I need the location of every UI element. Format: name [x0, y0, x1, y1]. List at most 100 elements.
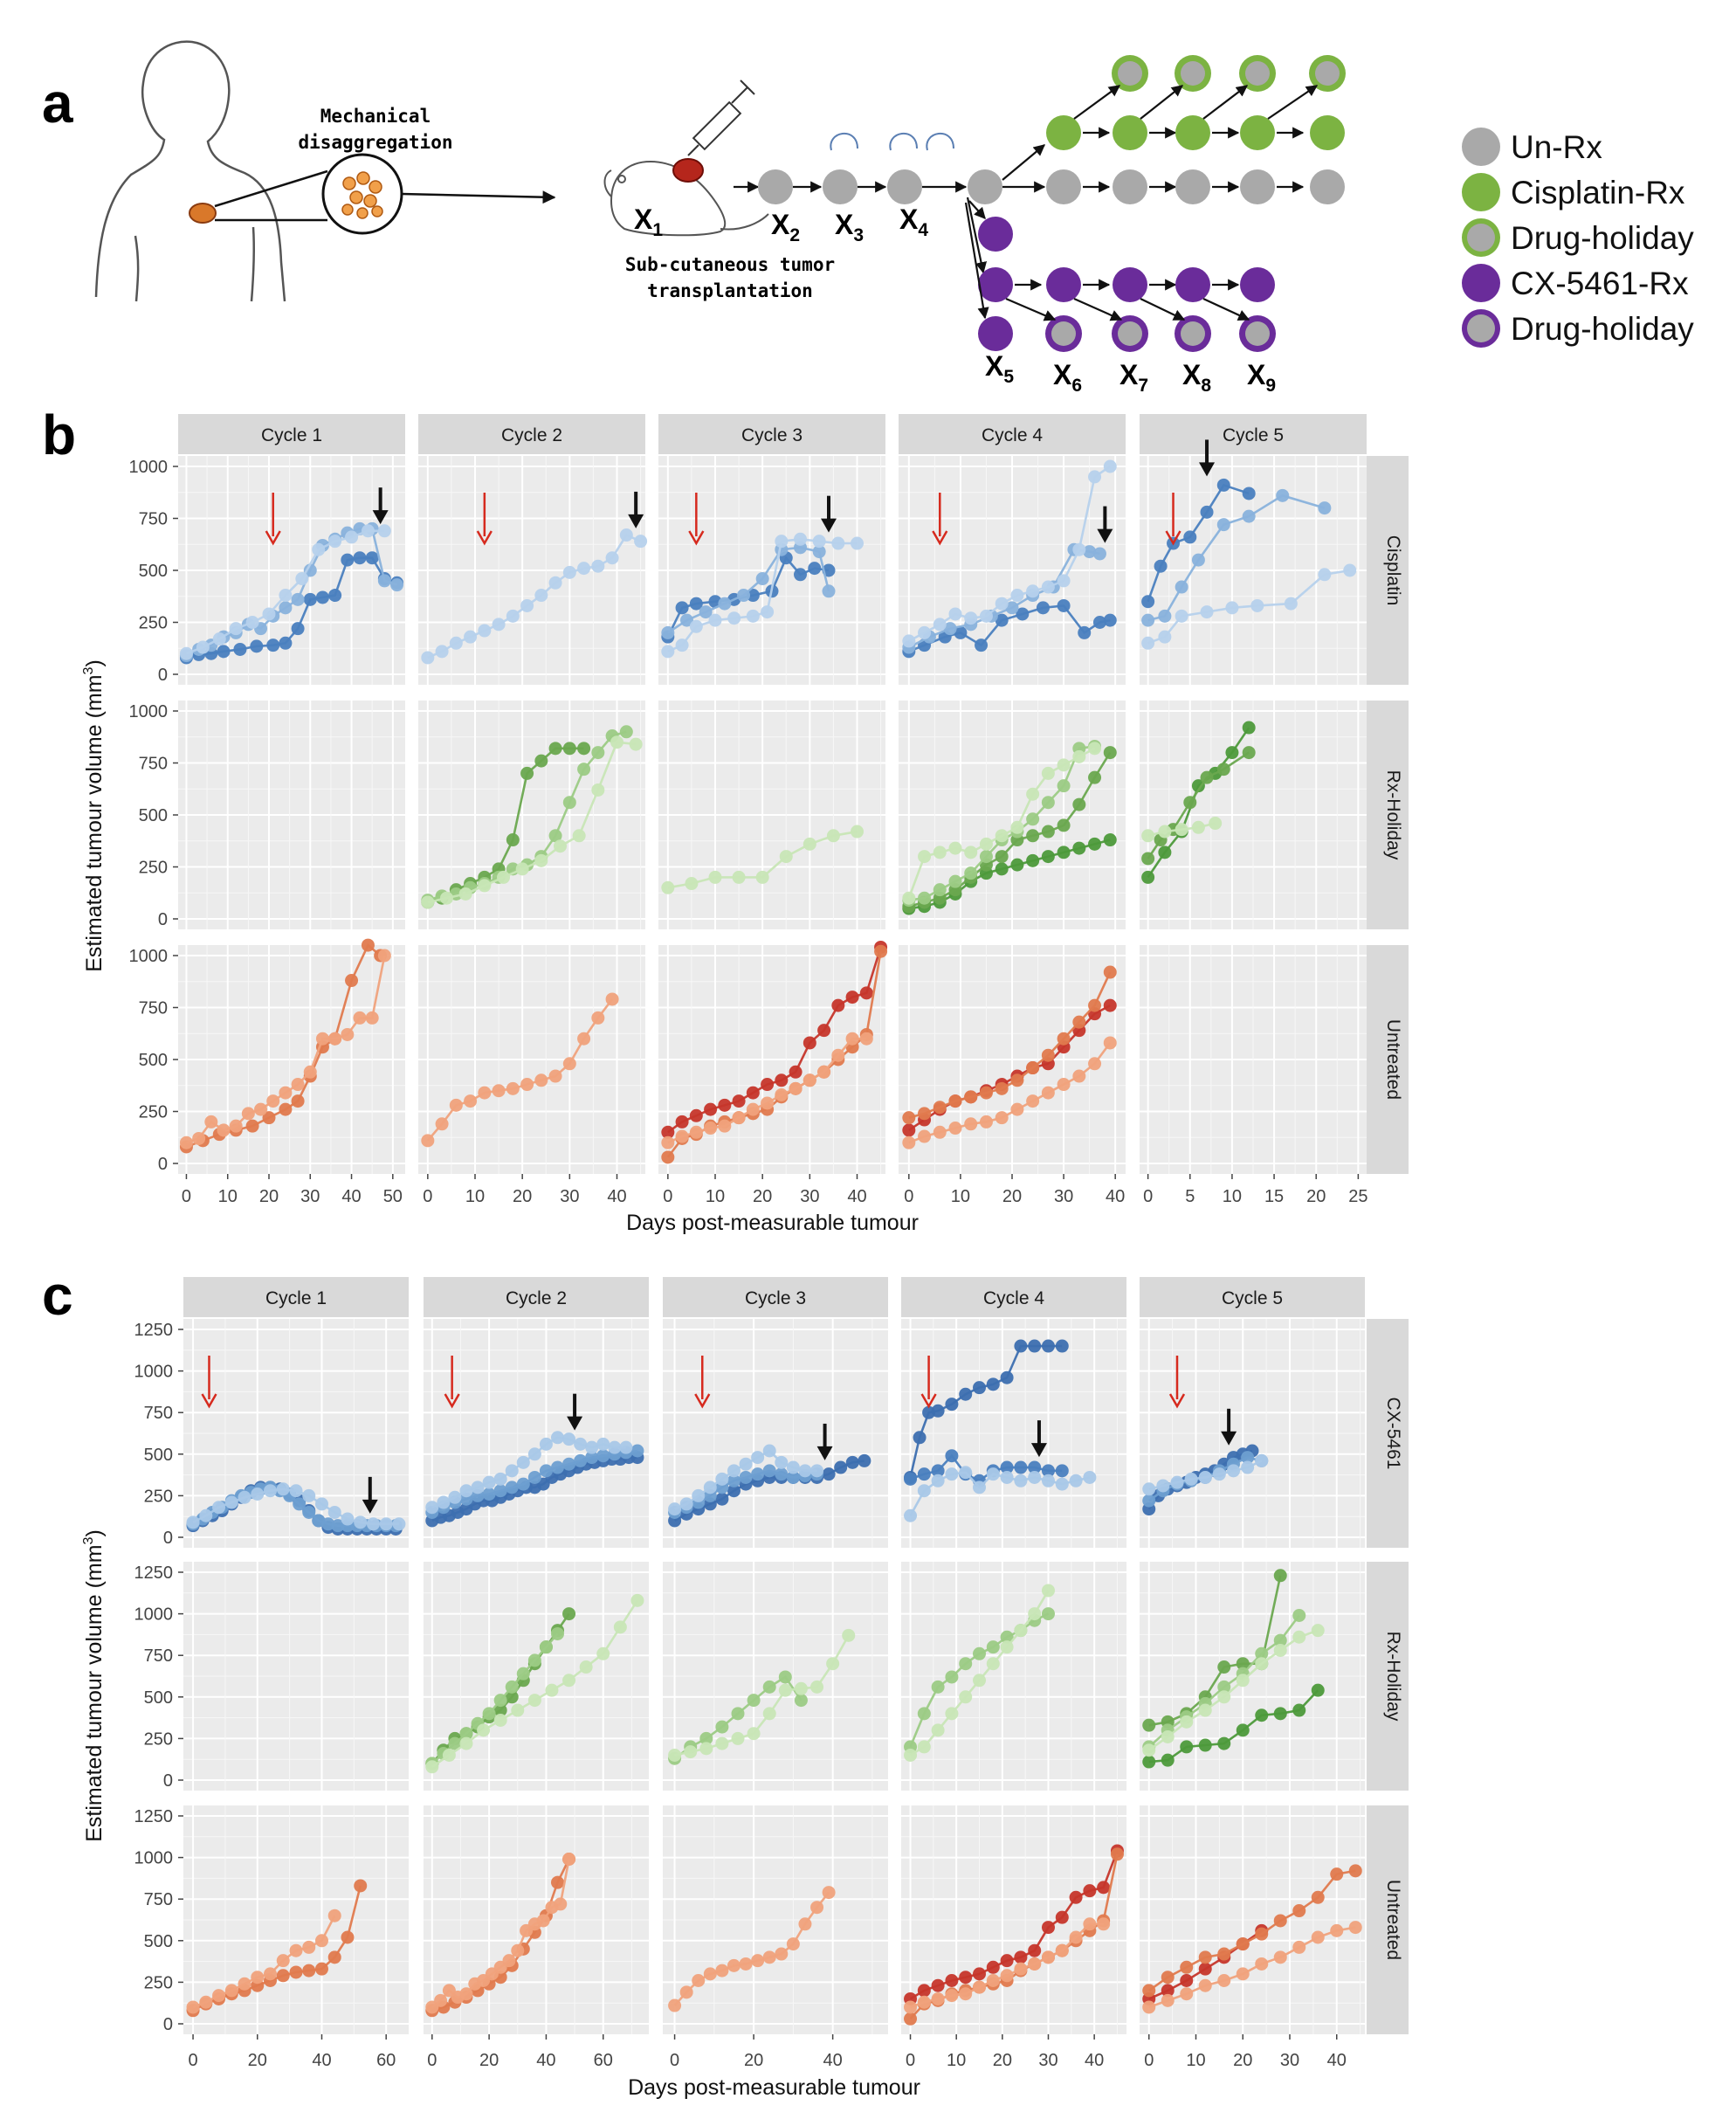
data-point: [548, 576, 562, 590]
generation-sub: 7: [1138, 376, 1148, 396]
data-point: [948, 874, 962, 888]
data-point: [845, 991, 859, 1004]
legend-swatch: [1462, 173, 1500, 211]
data-point: [747, 1727, 761, 1741]
x-tick-label: 20: [993, 2051, 1012, 2070]
data-point: [779, 850, 793, 864]
facet-row-label: Rx-Holiday: [1383, 770, 1403, 860]
data-point: [1141, 595, 1155, 609]
data-point: [945, 1707, 959, 1721]
x-tick-label: 30: [1038, 2051, 1057, 2070]
data-point: [1072, 841, 1086, 855]
data-point: [534, 853, 548, 867]
data-point: [1212, 1467, 1226, 1481]
data-point: [931, 1978, 945, 1992]
data-point: [661, 625, 675, 639]
y-tick-label: 500: [144, 1932, 173, 1951]
data-point: [610, 735, 623, 749]
data-point: [661, 880, 675, 894]
data-point: [449, 636, 463, 650]
data-point: [293, 1497, 307, 1511]
data-point: [534, 1073, 548, 1087]
y-tick-label: 1000: [129, 947, 169, 966]
facet-row-label: Untreated: [1383, 1019, 1403, 1100]
data-point: [761, 605, 775, 619]
generation-sub: 5: [1003, 367, 1014, 387]
x-tick-label: 60: [376, 2051, 396, 2070]
x-tick-label: 20: [753, 1187, 772, 1206]
data-point: [331, 1519, 345, 1533]
data-point: [1217, 1947, 1231, 1961]
generation-label: X9: [1247, 359, 1276, 396]
data-point: [1000, 1370, 1014, 1384]
data-point: [1141, 852, 1155, 866]
data-point: [596, 1437, 610, 1451]
holiday-arrow-head-icon: [567, 1416, 583, 1431]
data-point: [1055, 1910, 1069, 1924]
data-point: [775, 1073, 789, 1087]
data-point: [834, 1460, 848, 1474]
data-point: [933, 1101, 947, 1115]
data-point: [1000, 1640, 1014, 1654]
facet-strip-label: Cycle 3: [741, 425, 803, 445]
data-point: [986, 1640, 1000, 1654]
data-point: [692, 1973, 706, 1987]
data-point: [421, 651, 435, 665]
data-point: [1200, 505, 1214, 519]
panel-b-letter: b: [42, 404, 76, 466]
data-point: [1057, 758, 1071, 772]
data-point: [1318, 501, 1332, 515]
data-point: [1292, 1630, 1306, 1644]
y-tick-label: 0: [163, 1771, 173, 1791]
y-tick-label: 250: [139, 1103, 168, 1122]
data-point: [1103, 459, 1117, 473]
data-point: [516, 1455, 530, 1469]
data-point: [354, 1515, 368, 1529]
data-point: [1014, 1624, 1028, 1638]
data-point: [948, 841, 962, 855]
data-point: [1217, 1973, 1231, 1987]
data-point: [964, 1117, 978, 1131]
data-point: [536, 1914, 550, 1928]
data-point: [464, 630, 478, 644]
data-point: [591, 559, 605, 573]
data-point: [1236, 1674, 1250, 1688]
data-point: [1072, 797, 1086, 811]
data-point: [803, 1036, 816, 1050]
data-point: [1292, 1904, 1306, 1918]
data-point: [995, 850, 1009, 864]
data-point: [979, 1086, 993, 1100]
data-point: [245, 616, 259, 629]
y-tick-label: 750: [139, 510, 168, 529]
lineage-arrow: [1202, 298, 1250, 321]
data-point: [1057, 1032, 1071, 1046]
data-point: [229, 622, 243, 636]
data-point: [1057, 846, 1071, 859]
data-point: [1016, 607, 1030, 621]
data-point: [1088, 742, 1102, 756]
data-point: [1273, 1643, 1287, 1657]
data-point: [902, 891, 916, 905]
data-point: [1175, 609, 1188, 623]
magnified-cells-icon: [321, 153, 403, 235]
data-point: [341, 553, 355, 567]
data-point: [1180, 1973, 1194, 1987]
mech-label-2: disaggregation: [298, 132, 452, 153]
x-tick-label: 30: [560, 1187, 579, 1206]
data-point: [1103, 998, 1117, 1012]
data-point: [1198, 1962, 1212, 1976]
x-tick-label: 40: [312, 2051, 331, 2070]
data-point: [548, 1069, 562, 1083]
data-point: [186, 2000, 200, 2014]
data-point: [1005, 601, 1019, 615]
data-point: [995, 597, 1009, 611]
y-axis-label-main: Estimated tumour volume (mm: [82, 674, 107, 971]
data-point: [731, 1731, 745, 1745]
data-point: [1236, 1937, 1250, 1951]
data-point: [1078, 625, 1092, 639]
data-point: [831, 1048, 845, 1062]
data-point: [1217, 1736, 1231, 1750]
data-point: [822, 1467, 836, 1481]
data-point: [778, 1670, 792, 1684]
data-point: [918, 625, 932, 639]
